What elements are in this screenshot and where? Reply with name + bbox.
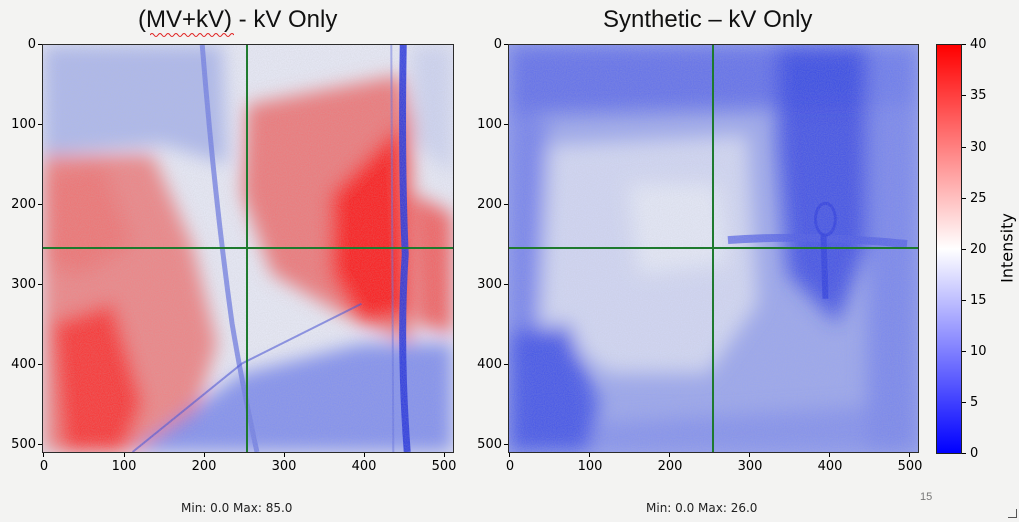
colorbar-tick-label: 30 bbox=[970, 140, 987, 155]
colorbar-tick-label: 15 bbox=[970, 293, 987, 308]
right-x-tick-label: 0 bbox=[505, 459, 515, 474]
right-x-tick-label: 500 bbox=[897, 459, 923, 474]
right-y-tickmark bbox=[504, 44, 508, 45]
colorbar-label: Intensity bbox=[997, 208, 1017, 288]
left-heatmap bbox=[42, 44, 454, 453]
left-x-tick-label: 200 bbox=[191, 459, 217, 474]
right-x-tickmark bbox=[669, 453, 670, 457]
right-x-tickmark bbox=[749, 453, 750, 457]
right-y-tickmark bbox=[504, 124, 508, 125]
colorbar-tickmark bbox=[962, 95, 966, 96]
right-y-tick-label: 500 bbox=[477, 437, 502, 452]
colorbar-tick-label: 40 bbox=[970, 37, 987, 52]
colorbar-tickmark bbox=[962, 300, 966, 301]
right-x-tickmark bbox=[909, 453, 910, 457]
colorbar-tick-label: 5 bbox=[970, 395, 979, 410]
slide-corner-marker bbox=[1008, 509, 1017, 518]
left-x-tick-label: 300 bbox=[271, 459, 297, 474]
left-y-tickmark bbox=[38, 364, 42, 365]
right-y-tick-label: 400 bbox=[477, 357, 502, 372]
slide-number: 15 bbox=[920, 491, 933, 503]
left-y-tick-label: 100 bbox=[11, 117, 36, 132]
right-panel-title: Synthetic – kV Only bbox=[603, 6, 813, 33]
left-y-tickmark bbox=[38, 284, 42, 285]
left-y-tick-label: 0 bbox=[27, 37, 36, 52]
left-x-tick-label: 400 bbox=[351, 459, 377, 474]
right-x-tick-label: 100 bbox=[577, 459, 603, 474]
right-x-tick-label: 200 bbox=[657, 459, 683, 474]
colorbar-tickmark bbox=[962, 44, 966, 45]
left-panel-title: (MV+kV) - kV Only bbox=[138, 6, 338, 33]
left-x-tickmark bbox=[124, 453, 125, 457]
colorbar-tickmark bbox=[962, 453, 966, 454]
colorbar-tickmark bbox=[962, 351, 966, 352]
left-y-tickmark bbox=[38, 44, 42, 45]
left-x-tickmark bbox=[43, 453, 44, 457]
right-heatmap bbox=[508, 44, 919, 453]
colorbar-tick-label: 10 bbox=[970, 344, 987, 359]
right-x-tick-label: 300 bbox=[737, 459, 763, 474]
left-y-tick-label: 400 bbox=[11, 357, 36, 372]
spellcheck-underline bbox=[150, 33, 234, 37]
right-y-tickmark bbox=[504, 364, 508, 365]
colorbar-label-text: Intensity bbox=[997, 213, 1017, 283]
left-x-tickmark bbox=[284, 453, 285, 457]
left-x-tick-label: 0 bbox=[39, 459, 49, 474]
right-y-tick-label: 300 bbox=[477, 277, 502, 292]
right-y-tick-label: 100 bbox=[477, 117, 502, 132]
right-x-tickmark bbox=[589, 453, 590, 457]
right-minmax-readout: Min: 0.0 Max: 26.0 bbox=[646, 501, 758, 515]
left-minmax-readout: Min: 0.0 Max: 85.0 bbox=[181, 501, 293, 515]
left-x-tickmark bbox=[364, 453, 365, 457]
left-y-tickmark bbox=[38, 444, 42, 445]
left-x-tickmark bbox=[204, 453, 205, 457]
left-y-tickmark bbox=[38, 204, 42, 205]
right-y-tick-label: 0 bbox=[493, 37, 502, 52]
colorbar-tick-label: 20 bbox=[970, 242, 987, 257]
right-y-tickmark bbox=[504, 444, 508, 445]
right-y-tickmark bbox=[504, 284, 508, 285]
colorbar-tickmark bbox=[962, 249, 966, 250]
right-x-tick-label: 400 bbox=[817, 459, 843, 474]
right-x-tickmark bbox=[829, 453, 830, 457]
left-x-tick-label: 500 bbox=[431, 459, 457, 474]
intensity-colorbar bbox=[936, 44, 962, 454]
right-y-tickmark bbox=[504, 204, 508, 205]
right-y-tick-label: 200 bbox=[477, 197, 502, 212]
colorbar-tick-label: 35 bbox=[970, 88, 987, 103]
colorbar-tick-label: 25 bbox=[970, 191, 987, 206]
colorbar-tickmark bbox=[962, 402, 966, 403]
left-y-tick-label: 500 bbox=[11, 437, 36, 452]
left-x-tick-label: 100 bbox=[111, 459, 137, 474]
colorbar-tickmark bbox=[962, 198, 966, 199]
right-x-tickmark bbox=[509, 453, 510, 457]
left-y-tick-label: 300 bbox=[11, 277, 36, 292]
colorbar-tickmark bbox=[962, 147, 966, 148]
colorbar-tick-label: 0 bbox=[970, 446, 979, 461]
left-y-tick-label: 200 bbox=[11, 197, 36, 212]
left-x-tickmark bbox=[444, 453, 445, 457]
left-y-tickmark bbox=[38, 124, 42, 125]
